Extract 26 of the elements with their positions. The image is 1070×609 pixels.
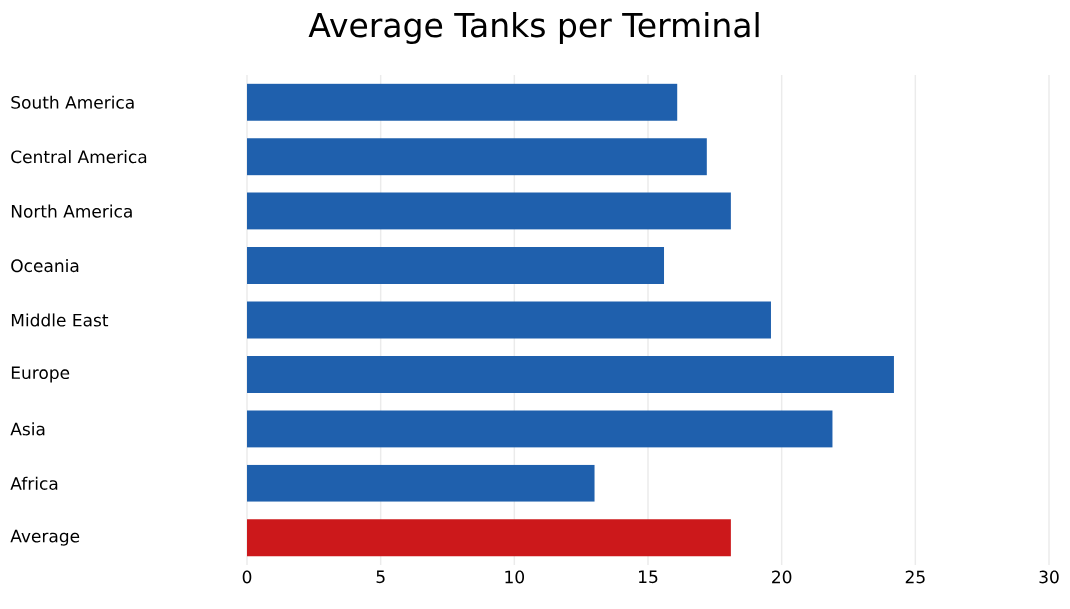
y-tick-label: Middle East (11, 313, 109, 327)
y-tick-label: Central America (11, 150, 147, 164)
bar (247, 301, 771, 339)
y-tick-label: South America (11, 95, 134, 109)
bar (247, 355, 894, 393)
y-tick-label: North America (11, 204, 132, 218)
x-tick-label: 20 (772, 570, 792, 584)
x-tick-label: 25 (905, 570, 925, 584)
y-tick-label: Oceania (11, 258, 79, 273)
x-tick-label: 10 (505, 570, 525, 584)
x-tick-label: 30 (1039, 570, 1059, 584)
y-tick-label: Europe (11, 366, 70, 383)
y-tick-label: Average (10, 529, 80, 546)
bar (247, 247, 665, 285)
bar (247, 83, 678, 121)
x-tick-label: 5 (376, 570, 385, 584)
bar (247, 464, 595, 502)
y-tick-label: Africa (10, 476, 58, 490)
bar (247, 192, 731, 230)
x-tick-label: 0 (242, 570, 252, 584)
bar (247, 519, 731, 557)
bar (247, 138, 707, 176)
chart-title: Average Tanks per Terminal (308, 12, 759, 44)
x-tick-label: 15 (639, 570, 658, 584)
y-tick-label: Asia (10, 422, 45, 436)
bar (247, 410, 833, 448)
